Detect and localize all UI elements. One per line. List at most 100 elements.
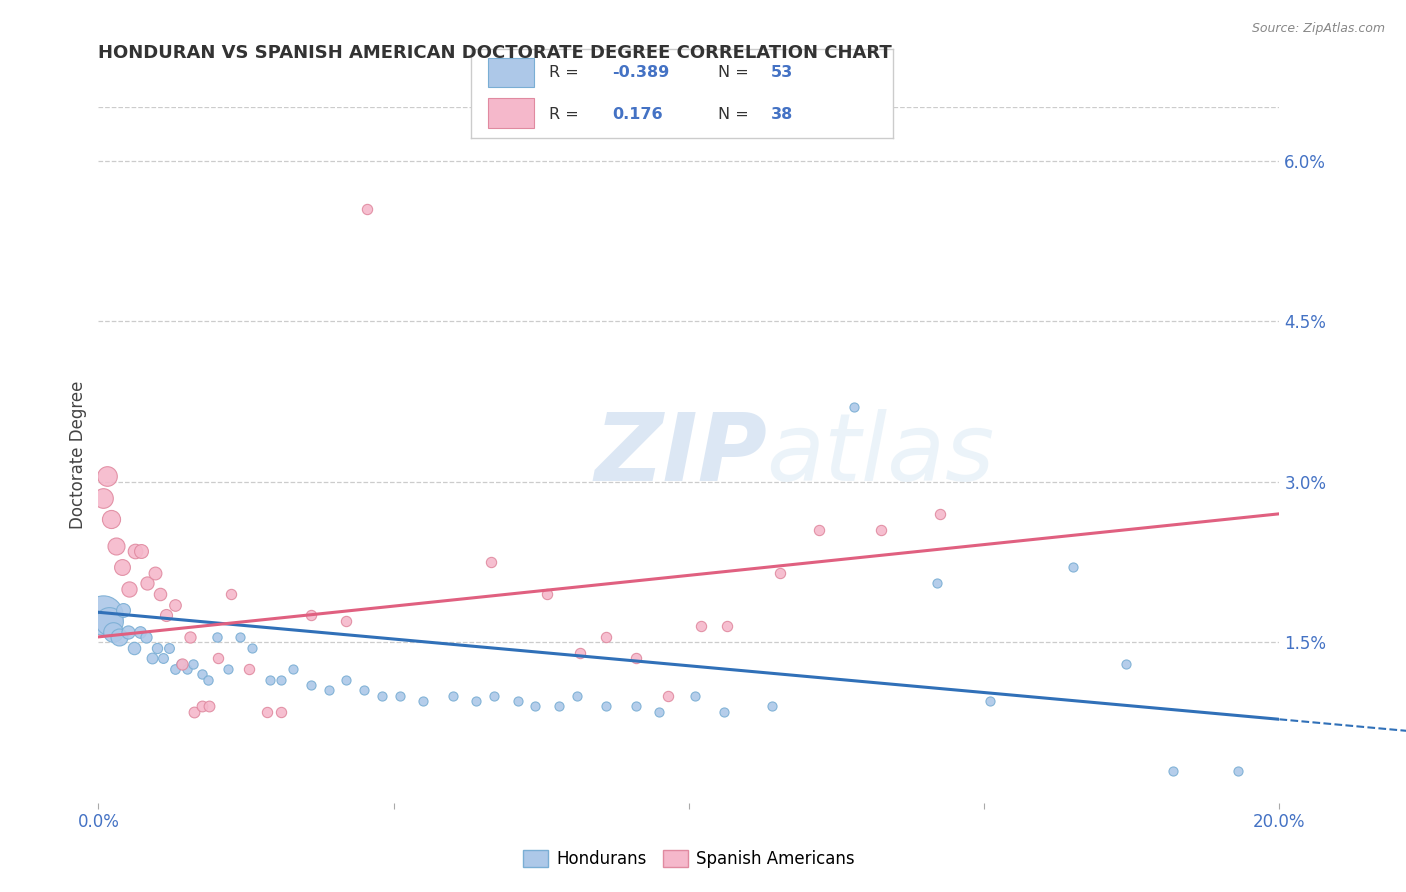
Point (98, 614, 121, 628)
Text: HONDURAN VS SPANISH AMERICAN DOCTORATE DEGREE CORRELATION CHART: HONDURAN VS SPANISH AMERICAN DOCTORATE D… (98, 45, 893, 62)
Point (624, 699, 647, 714)
Y-axis label: Doctorate Degree: Doctorate Degree (69, 381, 87, 529)
Point (568, 646, 591, 660)
Point (299, 608, 322, 623)
Point (219, 587, 242, 601)
Text: N =: N = (718, 107, 754, 122)
Text: R =: R = (548, 65, 583, 80)
Point (181, 657, 204, 671)
Point (925, 576, 948, 591)
Point (128, 624, 150, 639)
Point (152, 651, 174, 665)
Point (318, 683, 340, 698)
Point (565, 689, 588, 703)
FancyBboxPatch shape (488, 58, 534, 87)
Point (979, 694, 1001, 708)
Point (183, 705, 205, 719)
Point (1227, 764, 1250, 778)
Point (91, 608, 114, 623)
Point (335, 673, 357, 687)
Point (155, 608, 177, 623)
Point (869, 523, 891, 537)
Point (683, 689, 706, 703)
Point (479, 555, 502, 569)
Point (624, 651, 647, 665)
Point (191, 667, 214, 681)
Point (844, 400, 866, 414)
Point (165, 598, 187, 612)
Point (105, 539, 128, 553)
Point (335, 614, 357, 628)
Point (100, 512, 122, 526)
Point (259, 673, 281, 687)
Point (197, 673, 219, 687)
Text: -0.389: -0.389 (613, 65, 669, 80)
Point (172, 657, 194, 671)
Text: 38: 38 (770, 107, 793, 122)
Point (141, 651, 163, 665)
Point (207, 651, 229, 665)
Point (761, 699, 783, 714)
Point (689, 619, 711, 633)
Point (1161, 764, 1184, 778)
Point (716, 619, 738, 633)
Point (270, 673, 292, 687)
Point (91, 491, 114, 505)
Point (103, 624, 125, 639)
Legend: Hondurans, Spanish Americans: Hondurans, Spanish Americans (516, 843, 862, 874)
Point (205, 630, 228, 644)
Point (143, 566, 166, 580)
Point (165, 662, 187, 676)
Point (135, 576, 157, 591)
Text: 0.176: 0.176 (613, 107, 664, 122)
Point (371, 689, 394, 703)
Point (356, 202, 378, 216)
Point (353, 683, 375, 698)
Point (388, 689, 411, 703)
Point (595, 699, 617, 714)
Point (198, 699, 221, 714)
Point (170, 657, 193, 671)
Point (506, 694, 529, 708)
Point (657, 689, 679, 703)
Point (179, 630, 201, 644)
FancyBboxPatch shape (488, 98, 534, 128)
Point (191, 699, 214, 714)
Point (118, 582, 141, 596)
Point (807, 523, 830, 537)
Text: 53: 53 (770, 65, 793, 80)
Text: ZIP: ZIP (595, 409, 768, 501)
Point (96, 469, 118, 483)
Point (122, 640, 145, 655)
Point (135, 630, 157, 644)
Point (299, 678, 322, 692)
Point (112, 603, 135, 617)
Point (176, 662, 198, 676)
Point (524, 699, 547, 714)
Text: N =: N = (718, 65, 754, 80)
Point (536, 587, 558, 601)
Point (1115, 657, 1137, 671)
Point (108, 630, 131, 644)
Point (928, 507, 950, 521)
Point (238, 662, 260, 676)
Point (648, 705, 671, 719)
Point (149, 587, 172, 601)
Point (412, 694, 434, 708)
Point (713, 705, 735, 719)
Point (240, 640, 263, 655)
Text: Source: ZipAtlas.com: Source: ZipAtlas.com (1251, 22, 1385, 36)
Point (1062, 560, 1084, 574)
Point (229, 630, 252, 644)
Point (465, 694, 488, 708)
Point (548, 699, 571, 714)
Point (146, 640, 169, 655)
Point (124, 544, 146, 558)
Point (157, 640, 180, 655)
Text: R =: R = (548, 107, 583, 122)
Point (117, 624, 139, 639)
Point (129, 544, 152, 558)
Point (283, 662, 305, 676)
Point (482, 689, 505, 703)
Point (769, 566, 792, 580)
